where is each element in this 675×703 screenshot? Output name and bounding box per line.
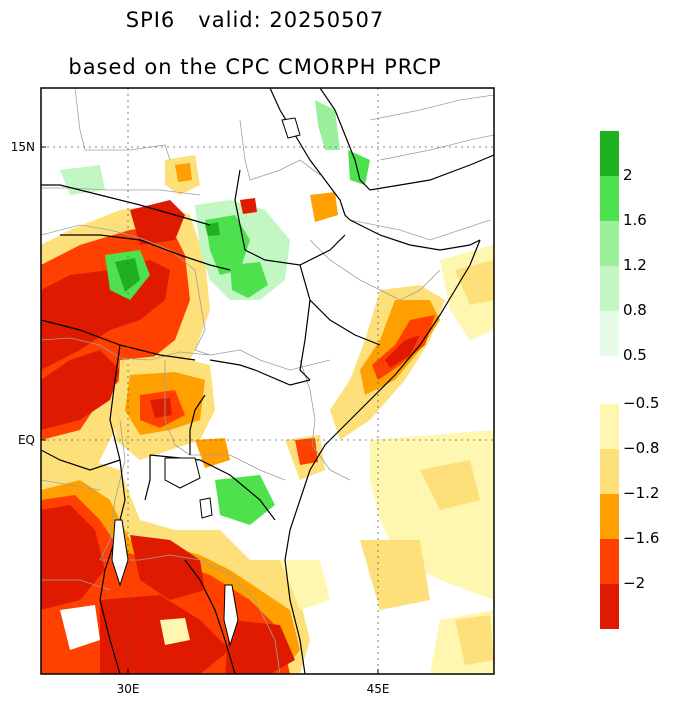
map-title: SPI6 valid: 20250507	[125, 8, 385, 32]
colorbar-dry-box	[600, 449, 619, 494]
lon-label-45e: 45E	[367, 682, 390, 696]
colorbar-wet-box	[600, 266, 619, 311]
colorbar-dry-box	[600, 494, 619, 539]
colorbar-wet-label: 1.6	[623, 211, 647, 229]
map-panel	[41, 88, 494, 674]
colorbar-dry-box	[600, 539, 619, 584]
colorbar-wet-label: 0.8	[623, 301, 647, 319]
colorbar-wet-box	[600, 311, 619, 356]
colorbar-dry-label: −1.2	[623, 484, 659, 502]
colorbar-dry-label: −0.5	[623, 394, 659, 412]
colorbar-wet-label: 0.5	[623, 346, 647, 364]
lon-label-30e: 30E	[117, 682, 140, 696]
colorbar-dry-label: −1.6	[623, 529, 659, 547]
colorbar-wet-box	[600, 221, 619, 266]
map-frame	[40, 87, 495, 675]
colorbar-wet-label: 2	[623, 166, 633, 184]
lat-label-15n: 15N	[11, 140, 35, 154]
coastlines	[41, 88, 494, 674]
colorbar-dry-box	[600, 584, 619, 629]
country-boundaries	[41, 88, 494, 674]
gridlines	[41, 88, 494, 674]
colorbar-wet-box	[600, 176, 619, 221]
colorbar-dry-label: −2	[623, 574, 645, 592]
colorbar-dry-box	[600, 404, 619, 449]
colorbar-legend: 2 1.6 1.2 0.8 0.5 −0.5 −0.8 −1.2 −1.6 −2	[600, 131, 659, 629]
axis-ticks	[41, 146, 379, 674]
colorbar-wet-label: 1.2	[623, 256, 647, 274]
map-subtitle: based on the CPC CMORPH PRCP	[68, 55, 442, 79]
lat-label-eq: EQ	[18, 433, 35, 447]
colorbar-wet-box	[600, 131, 619, 176]
colorbar-dry-label: −0.8	[623, 439, 659, 457]
lakes	[111, 117, 301, 647]
